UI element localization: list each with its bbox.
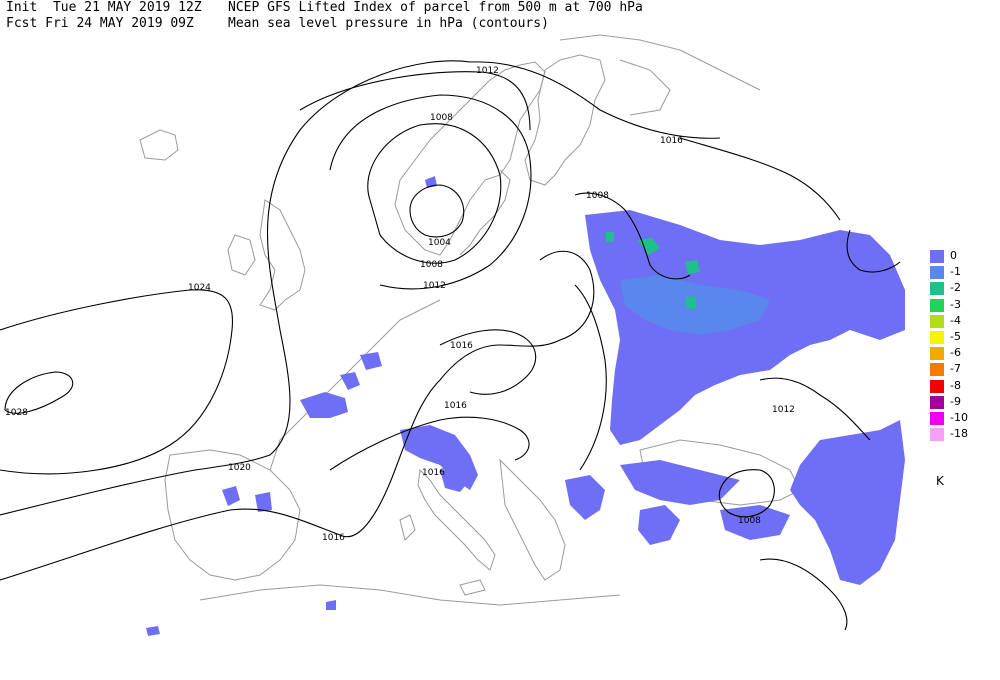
isobar-label: 1020 [228,463,251,473]
legend-swatch [930,428,944,442]
isobar-label: 1012 [423,281,446,291]
legend-item: -18 [930,426,1000,442]
isobar-label: 1012 [476,66,499,76]
legend-label: -18 [950,427,968,441]
legend-unit: K [936,474,944,488]
isobars [0,60,901,631]
colorbar-legend: 0 -1 -2 -3 -4 -5 -6 -7 -8 -9 -10 -18 [930,248,1000,442]
legend-label: -1 [950,265,961,279]
legend-swatch [930,250,944,263]
legend-label: -4 [950,313,961,327]
legend-swatch [930,411,944,425]
legend-swatch [930,363,944,377]
isobar-label: 1008 [586,191,609,201]
legend-label: -10 [950,410,968,424]
legend-item: 0 [930,248,1000,264]
legend-item: -9 [930,394,1000,410]
legend-item: -8 [930,378,1000,394]
isobar-label: 1016 [322,533,345,543]
isobar-label: 1016 [660,136,683,146]
header-left: Init Tue 21 MAY 2019 12Z Fcst Fri 24 MAY… [6,0,202,32]
legend-swatch [930,266,944,280]
lifted-index-shading [146,176,905,636]
legend-item: -1 [930,264,1000,280]
init-time: Init Tue 21 MAY 2019 12Z [6,0,202,15]
legend-swatch [930,298,944,312]
isobar-label: 1016 [422,468,445,478]
legend-label: -5 [950,329,961,343]
legend-label: -7 [950,362,961,376]
isobar-label: 1008 [430,113,453,123]
isobar-label: 1008 [420,260,443,270]
legend-swatch [930,347,944,361]
map-subtitle: Mean sea level pressure in hPa (contours… [228,16,549,31]
isobar-label: 1012 [772,405,795,415]
legend-label: -9 [950,394,961,408]
isobar-label: 1028 [5,408,28,418]
legend-item: -4 [930,313,1000,329]
weather-map: 1012 1016 1008 1004 1008 1012 1024 1028 … [0,34,905,636]
legend-item: -10 [930,410,1000,426]
legend-label: -8 [950,378,961,392]
legend-label: -6 [950,346,961,360]
isobar-label: 1024 [188,283,211,293]
header-right: NCEP GFS Lifted Index of parcel from 500… [228,0,643,32]
map-title: NCEP GFS Lifted Index of parcel from 500… [228,0,643,15]
legend-item: -7 [930,361,1000,377]
legend-label: 0 [950,249,957,262]
isobar-label: 1016 [444,401,467,411]
legend-item: -5 [930,329,1000,345]
isobar-labels: 1012 1016 1008 1004 1008 1012 1024 1028 … [5,66,795,543]
legend-swatch [930,395,944,409]
legend-item: -3 [930,297,1000,313]
legend-swatch [930,379,944,393]
isobar-label: 1004 [428,238,451,248]
forecast-time: Fcst Fri 24 MAY 2019 09Z [6,16,194,31]
isobar-label: 1016 [450,341,473,351]
legend-swatch [930,282,944,296]
legend-swatch [930,330,944,344]
legend-label: -3 [950,297,961,311]
legend-swatch [930,314,944,328]
legend-label: -2 [950,281,961,295]
isobar-label: 1008 [738,516,761,526]
legend-item: -2 [930,280,1000,296]
legend-item: -6 [930,345,1000,361]
